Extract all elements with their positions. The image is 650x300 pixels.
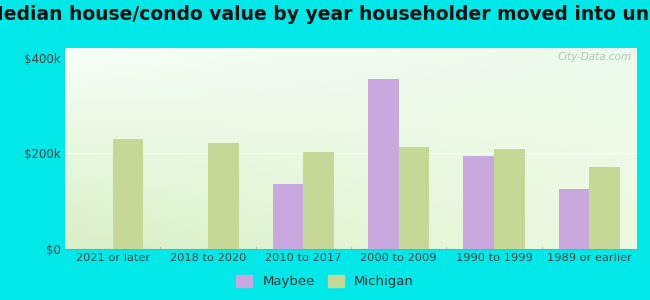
- Bar: [494, 149, 525, 249]
- Text: Median house/condo value by year householder moved into unit: Median house/condo value by year househo…: [0, 4, 650, 23]
- Bar: [590, 167, 620, 249]
- Bar: [273, 184, 304, 249]
- Bar: [559, 189, 590, 249]
- Bar: [463, 156, 494, 249]
- Bar: [368, 79, 398, 249]
- Text: City-Data.com: City-Data.com: [557, 52, 631, 62]
- Bar: [112, 139, 143, 249]
- Legend: Maybee, Michigan: Maybee, Michigan: [231, 269, 419, 293]
- Bar: [304, 152, 334, 249]
- Bar: [398, 147, 429, 249]
- Bar: [208, 143, 239, 249]
